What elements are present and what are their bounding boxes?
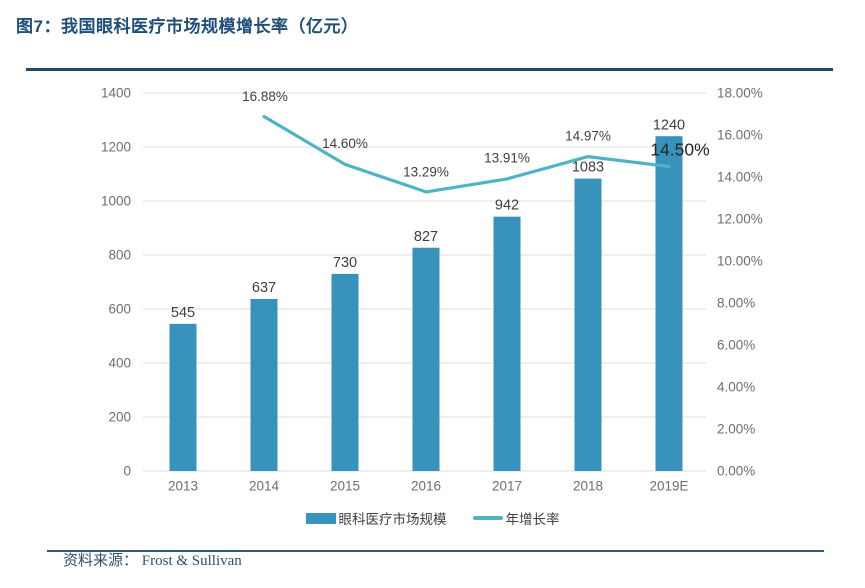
growth-rate-line <box>262 114 671 194</box>
line-point-label: 13.29% <box>403 165 449 180</box>
source-value: Frost & Sullivan <box>141 553 242 569</box>
source-label: 资料来源： <box>63 553 139 569</box>
line-point-label: 13.91% <box>484 151 530 166</box>
right-axis-tick-label: 8.00% <box>717 296 755 311</box>
line-point-label: 14.50% <box>650 140 709 160</box>
left-axis-tick-label: 400 <box>108 356 131 371</box>
combo-chart: 0 200 400 600 800 1000 1200 1400 0.00% 2.00% 4.00%… <box>101 86 763 494</box>
bar-2014 <box>250 299 278 471</box>
bar-value-label: 637 <box>252 280 276 296</box>
line-point-label: 14.60% <box>322 136 368 151</box>
left-axis-tick-label: 1200 <box>101 140 131 155</box>
right-axis-tick-label: 4.00% <box>717 380 755 395</box>
right-axis-tick-label: 18.00% <box>717 86 763 101</box>
right-axis-tick-label: 16.00% <box>717 128 763 143</box>
right-axis-tick-label: 14.00% <box>717 170 763 185</box>
left-axis-tick-label: 600 <box>108 302 131 317</box>
bar-2016 <box>412 247 440 471</box>
left-axis-tick-label: 1000 <box>101 194 131 209</box>
chart-legend: 眼科医疗市场规模 年增长率 <box>0 507 865 529</box>
legend-bar-label: 眼科医疗市场规模 <box>338 512 447 527</box>
left-axis-tick-label: 800 <box>108 248 131 263</box>
x-axis-category-label: 2019E <box>649 479 688 494</box>
bar-value-label: 942 <box>495 198 519 214</box>
bar-value-label: 1083 <box>572 160 604 176</box>
bar-value-label: 545 <box>171 305 195 321</box>
footer-divider-rule <box>47 550 824 552</box>
source-note: 资料来源： Frost & Sullivan <box>63 549 242 570</box>
left-axis-tick-label: 1400 <box>101 86 131 101</box>
bar-value-label: 1240 <box>653 117 685 133</box>
right-axis-tick-label: 6.00% <box>717 338 755 353</box>
right-axis-tick-label: 2.00% <box>717 422 755 437</box>
legend-line-label: 年增长率 <box>505 512 560 527</box>
bar-series-swatch-icon <box>305 512 336 524</box>
legend-item-bars: 眼科医疗市场规模 <box>305 508 447 528</box>
line-point-label: 16.88% <box>242 89 288 104</box>
x-axis-category-label: 2015 <box>330 479 360 494</box>
right-axis-tick-label: 10.00% <box>717 254 763 269</box>
right-axis-tick-label: 0.00% <box>717 464 755 479</box>
x-axis-category-label: 2018 <box>573 479 603 494</box>
bar-2013 <box>169 323 197 471</box>
left-axis-tick-label: 0 <box>123 464 131 479</box>
bar-2017 <box>493 216 521 471</box>
x-axis-category-label: 2016 <box>411 479 441 494</box>
bar-2015 <box>331 273 359 471</box>
right-axis-tick-label: 12.00% <box>717 212 763 227</box>
figure-title: 图7：我国眼科医疗市场规模增长率（亿元） <box>16 17 359 36</box>
bar-2019E <box>655 136 683 471</box>
x-axis-category-label: 2014 <box>249 479 280 494</box>
line-series-swatch-icon <box>472 516 503 520</box>
x-axis-category-label: 2013 <box>168 479 198 494</box>
bar-2018 <box>574 178 602 471</box>
legend-item-line: 年增长率 <box>472 508 560 528</box>
bar-value-label: 730 <box>333 255 357 271</box>
x-axis-category-label: 2017 <box>492 479 522 494</box>
left-axis-tick-label: 200 <box>108 410 131 425</box>
bar-value-label: 827 <box>414 229 438 245</box>
title-divider-rule <box>26 68 833 71</box>
line-point-label: 14.97% <box>565 128 611 143</box>
